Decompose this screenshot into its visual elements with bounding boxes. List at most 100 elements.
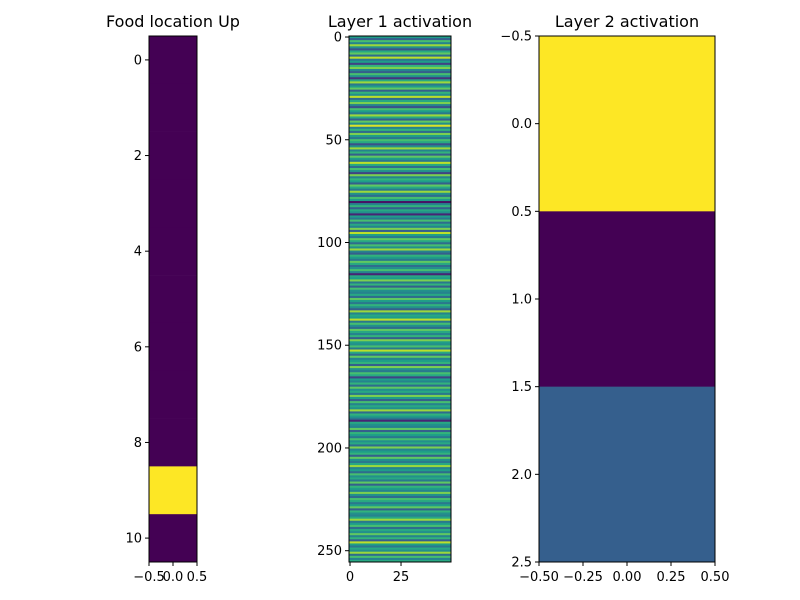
heatmap-row (349, 219, 451, 223)
heatmap-row (349, 366, 451, 369)
x-tick-label: −0.25 (563, 570, 603, 585)
heatmap-row (349, 504, 451, 507)
heatmap-row (349, 432, 451, 435)
heatmap-row (349, 526, 451, 530)
heatmap-row (349, 221, 451, 225)
heatmap-row (349, 444, 451, 447)
heatmap-row (349, 174, 451, 177)
heatmap-cell (539, 211, 715, 387)
heatmap-row (349, 421, 451, 425)
heatmap-row (349, 198, 451, 202)
heatmap-row (349, 281, 451, 284)
heatmap-row (349, 289, 451, 293)
heatmap-row (349, 524, 451, 528)
heatmap-cell (149, 131, 197, 180)
x-tick-label: −0.50 (519, 570, 559, 585)
heatmap-row (349, 318, 451, 322)
panel-title: Layer 1 activation (328, 12, 472, 31)
heatmap-row (349, 36, 451, 39)
heatmap-row (349, 137, 451, 140)
y-tick-label: 8 (134, 436, 142, 451)
heatmap-row (349, 427, 451, 431)
heatmap-row (349, 217, 451, 220)
heatmap-row (349, 79, 451, 82)
y-tick-label: 1.5 (511, 380, 532, 395)
heatmap-row (349, 378, 451, 381)
heatmap-row (349, 89, 451, 93)
heatmap-cell (149, 370, 197, 419)
heatmap-row (349, 339, 451, 342)
heatmap-row (349, 310, 451, 313)
heatmap-row (349, 320, 451, 324)
heatmap-row (349, 285, 451, 289)
heatmap-row (349, 161, 451, 165)
heatmap-row (349, 62, 451, 66)
heatmap-row (349, 56, 451, 60)
heatmap-row (349, 165, 451, 169)
heatmap-cell (149, 36, 197, 85)
heatmap-row (349, 500, 451, 503)
heatmap-row (349, 85, 451, 88)
heatmap-row (349, 118, 451, 121)
heatmap-row (349, 467, 451, 470)
heatmap-row (349, 275, 451, 278)
heatmap-row (349, 384, 451, 388)
heatmap-row (349, 172, 451, 175)
heatmap-row (349, 52, 451, 55)
heatmap-row (349, 479, 451, 482)
heatmap-row (349, 326, 451, 330)
heatmap-row (349, 368, 451, 371)
heatmap-row (349, 277, 451, 280)
heatmap-row (349, 159, 451, 163)
heatmap-row (349, 399, 451, 402)
heatmap-row (349, 405, 451, 408)
heatmap-row (349, 231, 451, 235)
heatmap-row (349, 316, 451, 319)
heatmap-row (349, 423, 451, 427)
heatmap-row (349, 203, 451, 206)
heatmap-row (349, 143, 451, 146)
panel-1: Food location Up 0 2 4 6 8 10 −0.50.0 0.5 (106, 12, 240, 585)
heatmap-row (349, 403, 451, 406)
heatmap-row (349, 539, 451, 542)
heatmap-row (349, 481, 451, 485)
heatmap-row (349, 429, 451, 433)
heatmap-row (349, 460, 451, 464)
heatmap-row (349, 252, 451, 256)
heatmap-row (349, 188, 451, 192)
heatmap-row (349, 477, 451, 480)
heatmap-row (349, 514, 451, 518)
y-tick-label: 2.0 (511, 468, 532, 483)
heatmap-row (349, 446, 451, 449)
heatmap-row (349, 97, 451, 101)
heatmap-row (349, 518, 451, 522)
y-tick-label: 6 (134, 340, 142, 355)
heatmap-row (349, 120, 451, 124)
heatmap-row (349, 145, 451, 148)
heatmap-cell (149, 322, 197, 372)
heatmap-row (349, 254, 451, 258)
heatmap-row (349, 312, 451, 315)
heatmap-row (349, 163, 451, 167)
heatmap-row (349, 135, 451, 138)
heatmap-row (349, 545, 451, 548)
heatmap-cell (149, 275, 197, 324)
heatmap-row (349, 46, 451, 49)
heatmap-row (349, 390, 451, 394)
heatmap-row (349, 473, 451, 476)
heatmap-row (349, 50, 451, 53)
heatmap-row (349, 250, 451, 253)
heatmap-row (349, 155, 451, 159)
heatmap-row (349, 141, 451, 144)
heatmap-row (349, 42, 451, 45)
heatmap-row (349, 417, 451, 421)
heatmap-row (349, 345, 451, 348)
heatmap-row (349, 510, 451, 513)
heatmap-row (349, 64, 451, 68)
heatmap-row (349, 130, 451, 134)
heatmap-row (349, 229, 451, 233)
heatmap-row (349, 413, 451, 416)
heatmap-row (349, 54, 451, 58)
heatmap-row (349, 190, 451, 194)
y-tick-label: 0.0 (511, 117, 532, 132)
